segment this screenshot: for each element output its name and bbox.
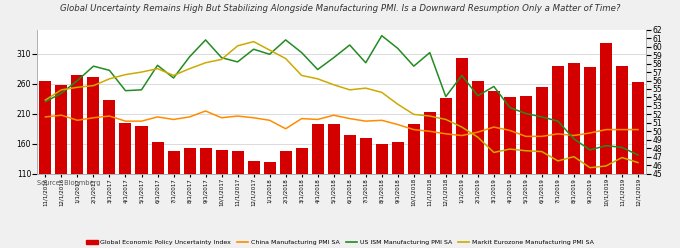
- Bar: [135, 126, 148, 240]
- Bar: [488, 91, 500, 240]
- Bar: [232, 151, 243, 240]
- Bar: [167, 151, 180, 240]
- Bar: [199, 148, 211, 240]
- Bar: [408, 124, 420, 240]
- Bar: [88, 77, 99, 240]
- Bar: [279, 151, 292, 240]
- Bar: [552, 66, 564, 240]
- Bar: [456, 58, 468, 240]
- Text: Source: Bloomberg: Source: Bloomberg: [37, 180, 101, 186]
- Bar: [392, 142, 404, 240]
- Bar: [424, 113, 436, 240]
- Bar: [504, 97, 516, 240]
- Bar: [184, 148, 196, 240]
- Bar: [520, 96, 532, 240]
- Bar: [328, 124, 340, 240]
- Bar: [120, 123, 131, 240]
- Bar: [376, 144, 388, 240]
- Bar: [360, 138, 372, 240]
- Text: Global Uncertainty Remains High But Stabilizing Alongside Manufacturing PMI. Is : Global Uncertainty Remains High But Stab…: [60, 4, 620, 13]
- Bar: [568, 63, 580, 240]
- Bar: [584, 67, 596, 240]
- Legend: Global Economic Policy Uncertainty Index, China Manufacturing PMI SA, US ISM Man: Global Economic Policy Uncertainty Index…: [86, 240, 594, 245]
- Bar: [600, 43, 612, 240]
- Bar: [71, 75, 84, 240]
- Bar: [264, 162, 275, 240]
- Bar: [616, 66, 628, 240]
- Bar: [296, 148, 307, 240]
- Bar: [440, 98, 452, 240]
- Bar: [55, 85, 67, 240]
- Bar: [103, 100, 116, 240]
- Bar: [632, 82, 644, 240]
- Bar: [216, 150, 228, 240]
- Bar: [472, 81, 484, 240]
- Bar: [39, 81, 52, 240]
- Bar: [536, 87, 548, 240]
- Bar: [311, 124, 324, 240]
- Bar: [248, 161, 260, 240]
- Bar: [343, 135, 356, 240]
- Bar: [152, 142, 163, 240]
